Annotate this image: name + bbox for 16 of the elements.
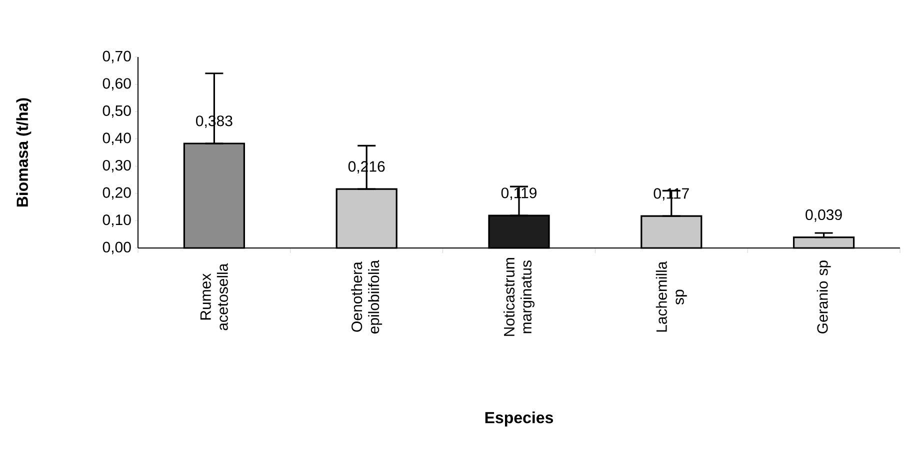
y-tick-label: 0,00: [102, 242, 131, 254]
y-tick-label: 0,60: [102, 78, 131, 90]
data-label: 0,039: [806, 209, 842, 222]
y-tick-label: 0,30: [102, 160, 131, 172]
y-tick-label: 0,20: [102, 187, 131, 200]
y-tick-label: 0,40: [102, 132, 131, 146]
x-tick-label: Lachemilla sp: [656, 261, 687, 332]
x-tick-label: Oenothera epilobiifolia: [351, 260, 382, 334]
y-tick-label: 0,50: [102, 105, 131, 118]
x-tick-label: Noticastrum marginatus: [504, 258, 534, 336]
y-axis-title: Biomasa (t/ha): [16, 98, 32, 207]
x-tick-label: Rumex acetosella: [200, 263, 228, 330]
y-tick-label: 0,10: [102, 214, 131, 227]
x-axis-title: Especies: [485, 412, 554, 426]
x-tick-label: Geranio sp: [816, 260, 831, 334]
y-tick-label: 0,70: [102, 50, 131, 64]
